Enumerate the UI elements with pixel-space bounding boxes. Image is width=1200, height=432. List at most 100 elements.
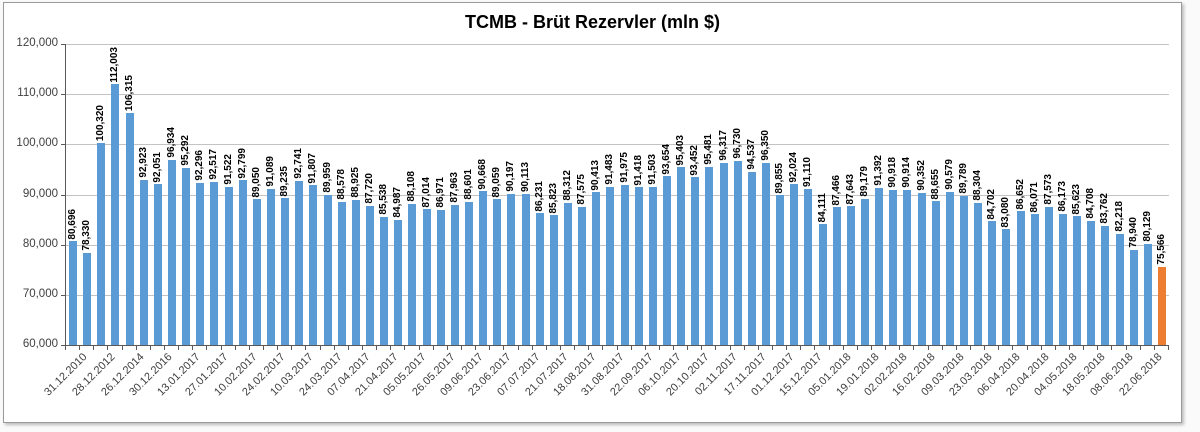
bar: [747, 171, 756, 345]
bar-value-label: 96,730: [731, 128, 743, 159]
bar-value-label: 90,197: [505, 160, 517, 192]
bar: [549, 215, 558, 345]
bar-value-label: 100,320: [95, 104, 107, 141]
bar: [1115, 233, 1124, 345]
bar: [917, 192, 926, 345]
bar: [1073, 216, 1082, 345]
bar: [479, 191, 488, 345]
bar-value-label: 91,975: [618, 152, 630, 183]
bar: [535, 213, 544, 345]
bar: [351, 199, 360, 345]
bar-value-label: 85,538: [378, 184, 390, 215]
bar: [380, 216, 389, 345]
bar: [521, 193, 530, 345]
bar: [818, 224, 827, 345]
bar-value-label: 91,503: [646, 154, 658, 185]
bar: [662, 176, 671, 345]
bar: [97, 142, 106, 345]
bar: [790, 184, 799, 345]
bar: [196, 182, 205, 345]
bar-value-label: 95,403: [675, 134, 687, 166]
bar-value-label: 75,566: [1155, 234, 1167, 265]
bar-value-label: 90,579: [943, 159, 955, 190]
bar-value-label: 87,963: [448, 172, 460, 203]
bar: [224, 186, 233, 345]
bar-value-label: 92,051: [151, 151, 163, 183]
bar-value-label: 80,129: [1141, 211, 1153, 243]
bar-value-label: 86,231: [533, 180, 545, 212]
bar-value-label: 85,623: [1071, 183, 1083, 215]
bar: [83, 253, 92, 345]
bar-value-label: 89,179: [858, 166, 870, 197]
bar-value-label: 88,655: [929, 168, 941, 200]
bar-value-label: 88,304: [972, 170, 984, 202]
bar: [422, 209, 431, 345]
bar: [719, 162, 728, 345]
bar-value-label: 90,113: [519, 161, 531, 192]
bar-value-label: 84,708: [1085, 188, 1097, 220]
gridline: [66, 44, 1169, 45]
bar-value-label: 93,452: [689, 144, 701, 176]
bar-value-label: 80,696: [67, 208, 79, 240]
bar: [1129, 249, 1138, 345]
bar: [761, 162, 770, 345]
bar-value-label: 91,110: [802, 156, 814, 187]
bar: [974, 203, 983, 345]
bar: [578, 206, 587, 345]
bar: [705, 167, 714, 345]
bar: [776, 195, 785, 345]
bar-value-label: 91,418: [632, 154, 644, 186]
gridline: [66, 244, 1169, 246]
bar: [1157, 266, 1166, 345]
bar-value-label: 96,317: [717, 130, 729, 161]
bar-value-label: 86,173: [1056, 181, 1068, 212]
bar: [606, 187, 615, 345]
bar-value-label: 87,014: [420, 176, 432, 208]
bar: [111, 84, 120, 345]
bar-value-label: 96,350: [759, 130, 771, 161]
bar-value-label: 85,823: [547, 182, 559, 214]
bar: [592, 192, 601, 345]
bar-value-label: 91,522: [222, 154, 234, 185]
bar-value-label: 106,315: [123, 74, 135, 111]
plot-area: 80,696 78,330 100,320 112,003 106,315 92,923 9…: [65, 44, 1169, 346]
bar-value-label: 92,517: [208, 149, 220, 180]
bar-value-label: 112,003: [109, 46, 121, 83]
bar: [1101, 225, 1110, 345]
bar: [1030, 214, 1039, 345]
bar-value-label: 89,959: [321, 162, 333, 193]
bar-value-label: 92,923: [137, 147, 149, 178]
bar-value-label: 78,330: [81, 220, 93, 252]
bar-value-label: 83,080: [1000, 196, 1012, 228]
bar: [139, 179, 148, 345]
bar: [691, 177, 700, 345]
bar-value-label: 82,218: [1113, 200, 1125, 232]
bar: [1087, 221, 1096, 345]
bar: [677, 167, 686, 345]
gridline: [66, 294, 1169, 296]
bar: [733, 160, 742, 345]
bar: [295, 180, 304, 345]
bar: [889, 189, 898, 345]
bar-value-label: 87,720: [364, 173, 376, 204]
gridline: [66, 94, 1169, 96]
bar: [931, 201, 940, 345]
bar: [394, 219, 403, 345]
gridline: [66, 194, 1169, 196]
bar-value-label: 86,071: [1028, 181, 1040, 213]
bar-value-label: 84,702: [986, 188, 998, 220]
bar-value-label: 89,059: [491, 166, 503, 198]
bar: [153, 184, 162, 345]
bar-value-label: 90,668: [477, 158, 489, 190]
bar-value-label: 84,111: [816, 192, 828, 223]
bar-value-label: 91,483: [604, 154, 616, 186]
bar-value-label: 90,918: [887, 157, 899, 188]
bar: [436, 209, 445, 345]
bar: [267, 189, 276, 345]
bar: [210, 181, 219, 345]
bar-value-label: 96,934: [166, 127, 178, 158]
bar-value-label: 93,654: [660, 143, 672, 175]
bar-value-label: 88,312: [562, 170, 573, 201]
bar: [564, 202, 572, 345]
